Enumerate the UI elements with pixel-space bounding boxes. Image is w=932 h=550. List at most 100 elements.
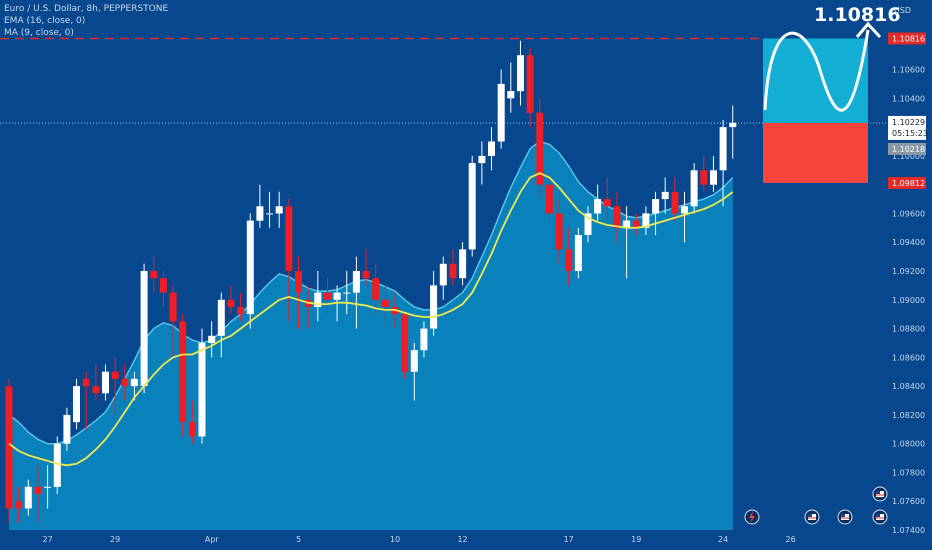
y-tick-label: 1.09400 bbox=[892, 238, 925, 247]
ema-legend: EMA (16, close, 0) bbox=[4, 16, 86, 26]
candle-down bbox=[700, 170, 708, 185]
candle-up bbox=[266, 213, 274, 215]
symbol-title: Euro / U.S. Dollar, 8h, PEPPERSTONE bbox=[4, 4, 169, 14]
candle-up bbox=[130, 378, 138, 387]
x-axis: 27 29 Apr 5 10 12 17 19 24 26 bbox=[43, 535, 796, 544]
us-flag-icon[interactable] bbox=[872, 486, 888, 502]
y-tick-label: 1.08200 bbox=[892, 411, 925, 420]
candle-up bbox=[208, 335, 216, 343]
candle-up bbox=[198, 342, 206, 437]
candle-down bbox=[159, 278, 167, 293]
projection-arrow-icon bbox=[855, 21, 882, 39]
candle-up bbox=[507, 91, 515, 99]
y-tick-label: 1.10400 bbox=[892, 94, 925, 103]
flag-canton bbox=[841, 514, 845, 517]
candle-down bbox=[603, 199, 611, 207]
candle-down bbox=[449, 263, 457, 279]
candle-down bbox=[372, 278, 380, 300]
flag-canton bbox=[808, 514, 812, 517]
lightning-glyph bbox=[749, 511, 755, 523]
candle-up bbox=[343, 292, 351, 294]
candle-up bbox=[719, 127, 727, 171]
flag-canton bbox=[876, 514, 880, 517]
candle-up bbox=[275, 206, 283, 214]
stop-price-tag-bg bbox=[888, 176, 926, 189]
x-tick-label: 17 bbox=[564, 535, 574, 544]
x-tick-label: 27 bbox=[43, 535, 53, 544]
x-tick-label: 26 bbox=[786, 535, 796, 544]
candle-down bbox=[227, 299, 235, 307]
candle-down bbox=[632, 220, 640, 228]
candle-up bbox=[439, 263, 447, 286]
prev-close-tag: 1.10218 bbox=[892, 145, 925, 154]
candle-down bbox=[323, 292, 331, 300]
candle-up bbox=[497, 83, 505, 142]
y-tick-label: 1.07800 bbox=[892, 468, 925, 477]
candle-down bbox=[111, 371, 119, 379]
us-flag-icon[interactable] bbox=[837, 509, 853, 525]
x-tick-label: 24 bbox=[718, 535, 728, 544]
candle-down bbox=[565, 249, 573, 271]
target-price-tag: 1.10816 bbox=[892, 34, 925, 43]
ma-9-line bbox=[8, 172, 734, 467]
ema-16-line bbox=[8, 140, 734, 445]
candle-down bbox=[671, 191, 679, 214]
candle-down bbox=[237, 307, 245, 315]
candle-up bbox=[140, 271, 148, 387]
candle-down bbox=[82, 378, 90, 387]
candle-up bbox=[352, 271, 360, 293]
candle-up bbox=[314, 292, 322, 307]
candle-down bbox=[381, 299, 389, 307]
candle-up bbox=[53, 443, 61, 487]
y-tick-label: 1.08800 bbox=[892, 325, 925, 334]
candle-up bbox=[488, 141, 495, 156]
stop-price-tag: 1.09812 bbox=[892, 179, 925, 188]
candle-down bbox=[362, 271, 370, 279]
y-tick-label: 1.09200 bbox=[892, 267, 925, 276]
us-flag-icon[interactable] bbox=[804, 509, 820, 525]
candle-up bbox=[574, 235, 582, 271]
candles-group bbox=[5, 40, 737, 523]
candle-up bbox=[681, 206, 688, 214]
candle-up bbox=[478, 155, 486, 164]
candle-up bbox=[468, 163, 476, 250]
candle-up bbox=[690, 170, 698, 207]
candle-up bbox=[623, 220, 631, 228]
x-tick-label: 29 bbox=[110, 535, 120, 544]
candle-down bbox=[295, 271, 302, 293]
lightning-icon[interactable] bbox=[744, 509, 760, 525]
us-flag-icon[interactable] bbox=[872, 509, 888, 525]
candle-down bbox=[169, 292, 177, 322]
candle-up bbox=[63, 414, 71, 444]
candle-down bbox=[34, 486, 42, 494]
y-tick-label: 1.07600 bbox=[892, 497, 925, 506]
candle-up bbox=[430, 285, 438, 329]
y-tick-label: 1.10000 bbox=[892, 152, 925, 161]
candle-up bbox=[256, 206, 264, 221]
candle-up bbox=[73, 386, 80, 423]
candle-down bbox=[188, 422, 196, 437]
candle-up bbox=[217, 299, 225, 336]
candle-down bbox=[92, 386, 100, 394]
y-tick-label: 1.09000 bbox=[892, 296, 925, 305]
candle-up bbox=[246, 220, 254, 315]
x-tick-label: 12 bbox=[457, 535, 467, 544]
prev-close-tag-bg bbox=[888, 142, 926, 155]
x-tick-label: 5 bbox=[296, 535, 301, 544]
target-price-tag-bg bbox=[888, 32, 926, 45]
candle-up bbox=[729, 122, 737, 128]
candle-up bbox=[459, 249, 467, 279]
candle-down bbox=[536, 112, 544, 185]
countdown-tag: 05:15:23 bbox=[892, 129, 928, 138]
candle-down bbox=[121, 378, 129, 387]
candle-down bbox=[401, 314, 409, 372]
candle-up bbox=[642, 213, 650, 228]
x-tick-label: 19 bbox=[631, 535, 641, 544]
x-tick-label: 10 bbox=[390, 535, 400, 544]
candle-up bbox=[710, 170, 717, 185]
candle-up bbox=[24, 486, 32, 509]
y-tick-label: 1.08600 bbox=[892, 353, 925, 362]
candle-up bbox=[102, 371, 109, 394]
